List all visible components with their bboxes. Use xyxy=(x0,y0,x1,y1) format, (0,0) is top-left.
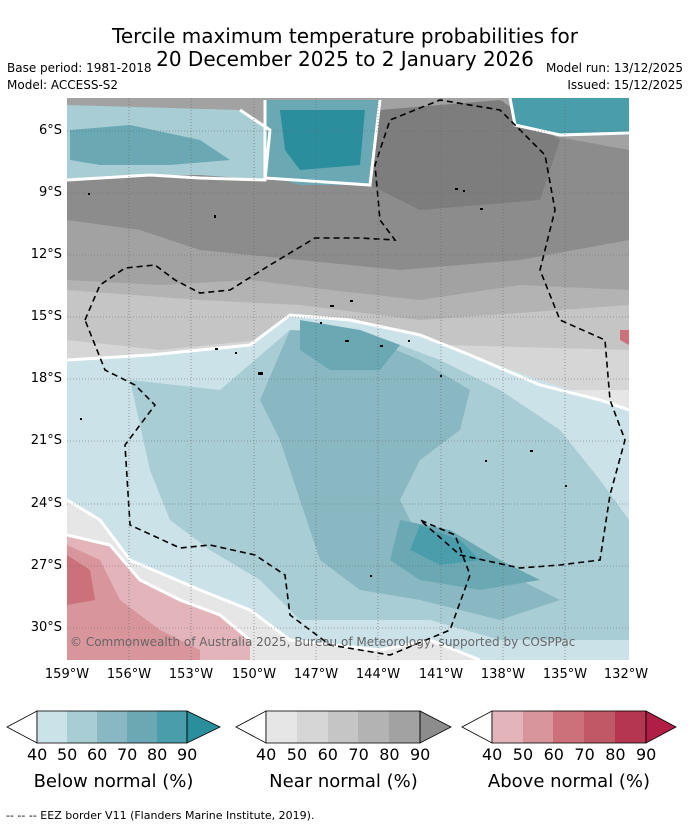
colorbar-above xyxy=(461,710,677,744)
probability-field xyxy=(67,98,629,660)
x-tick-label: 159°W xyxy=(44,667,90,682)
contour-ne xyxy=(508,98,629,137)
model-name: Model: ACCESS-S2 xyxy=(7,78,119,92)
issued-date: Issued: 15/12/2025 xyxy=(567,78,683,92)
x-tick-label: 138°W xyxy=(480,667,526,682)
colorbar-level-label: 70 xyxy=(574,745,595,764)
contour-nc xyxy=(263,99,382,187)
x-tick-label: 156°W xyxy=(106,667,152,682)
colorbar-level-label: 60 xyxy=(317,745,338,764)
copyright-note: © Commonwealth of Australia 2025, Bureau… xyxy=(70,635,576,649)
contour-central-north xyxy=(67,313,629,412)
x-tick-label: 147°W xyxy=(293,667,339,682)
y-tick-label: 12°S xyxy=(30,247,62,262)
near-normal-90-patch xyxy=(360,100,560,210)
y-tick-label: 18°S xyxy=(30,371,62,386)
above-normal-60-core xyxy=(67,555,95,605)
y-tick-label: 6°S xyxy=(38,123,62,138)
x-tick-label: 153°W xyxy=(168,667,214,682)
below-normal-70-north xyxy=(300,320,400,370)
y-tick-label: 9°S xyxy=(38,185,62,200)
x-tick-label: 144°W xyxy=(355,667,401,682)
gridlines xyxy=(67,98,629,660)
eez-footnote: -- -- -- EEZ border V11 (Flanders Marine… xyxy=(6,809,315,822)
colorbar-level-label: 40 xyxy=(27,745,48,764)
colorbar-below xyxy=(6,710,221,744)
below-normal-nw-core xyxy=(70,125,230,165)
colorbar-level-label: 50 xyxy=(57,745,78,764)
colorbar-level-label: 40 xyxy=(256,745,277,764)
y-tick-label: 27°S xyxy=(30,558,62,573)
contour-central-south xyxy=(67,498,481,660)
above-normal-east-patch xyxy=(620,330,629,345)
colorbar-level-label: 90 xyxy=(636,745,657,764)
colorbar-level-label: 90 xyxy=(177,745,198,764)
chart-title-line2: 20 December 2025 to 2 January 2026 xyxy=(156,47,534,71)
model-run: Model run: 13/12/2025 xyxy=(545,61,683,75)
chart-title-line1: Tercile maximum temperature probabilitie… xyxy=(112,24,578,48)
x-tick-label: 135°W xyxy=(542,667,588,682)
colorbar-near-title: Near normal (%) xyxy=(269,771,418,792)
above-normal-50-region xyxy=(67,545,200,660)
colorbar-level-label: 80 xyxy=(605,745,626,764)
below-normal-nc-core xyxy=(280,110,365,170)
colorbar-level-label: 80 xyxy=(379,745,400,764)
below-normal-60-region xyxy=(260,330,560,620)
y-tick-label: 21°S xyxy=(30,433,62,448)
colorbar-level-label: 80 xyxy=(147,745,168,764)
base-period: Base period: 1981-2018 xyxy=(7,61,152,75)
y-tick-label: 30°S xyxy=(30,620,62,635)
colorbar-level-label: 50 xyxy=(512,745,534,764)
eez-border xyxy=(84,99,626,656)
colorbar-near xyxy=(235,710,452,744)
colorbar-above-title: Above normal (%) xyxy=(487,771,651,792)
x-tick-label: 150°W xyxy=(231,667,277,682)
colorbar-level-label: 50 xyxy=(286,745,308,764)
colorbar-level-label: 90 xyxy=(410,745,431,764)
colorbar-level-label: 70 xyxy=(117,745,138,764)
x-tick-label: 141°W xyxy=(418,667,464,682)
colorbar-level-label: 60 xyxy=(543,745,564,764)
colorbar-level-label: 40 xyxy=(482,745,503,764)
islands xyxy=(80,188,567,577)
below-normal-ne-patch xyxy=(510,98,629,135)
colorbar-level-label: 60 xyxy=(87,745,108,764)
x-tick-label: 132°W xyxy=(603,667,649,682)
contour-sw xyxy=(67,533,251,642)
colorbar-level-label: 70 xyxy=(348,745,369,764)
y-tick-label: 15°S xyxy=(30,309,62,324)
y-tick-label: 24°S xyxy=(30,496,62,511)
colorbar-below-title: Below normal (%) xyxy=(33,771,194,792)
